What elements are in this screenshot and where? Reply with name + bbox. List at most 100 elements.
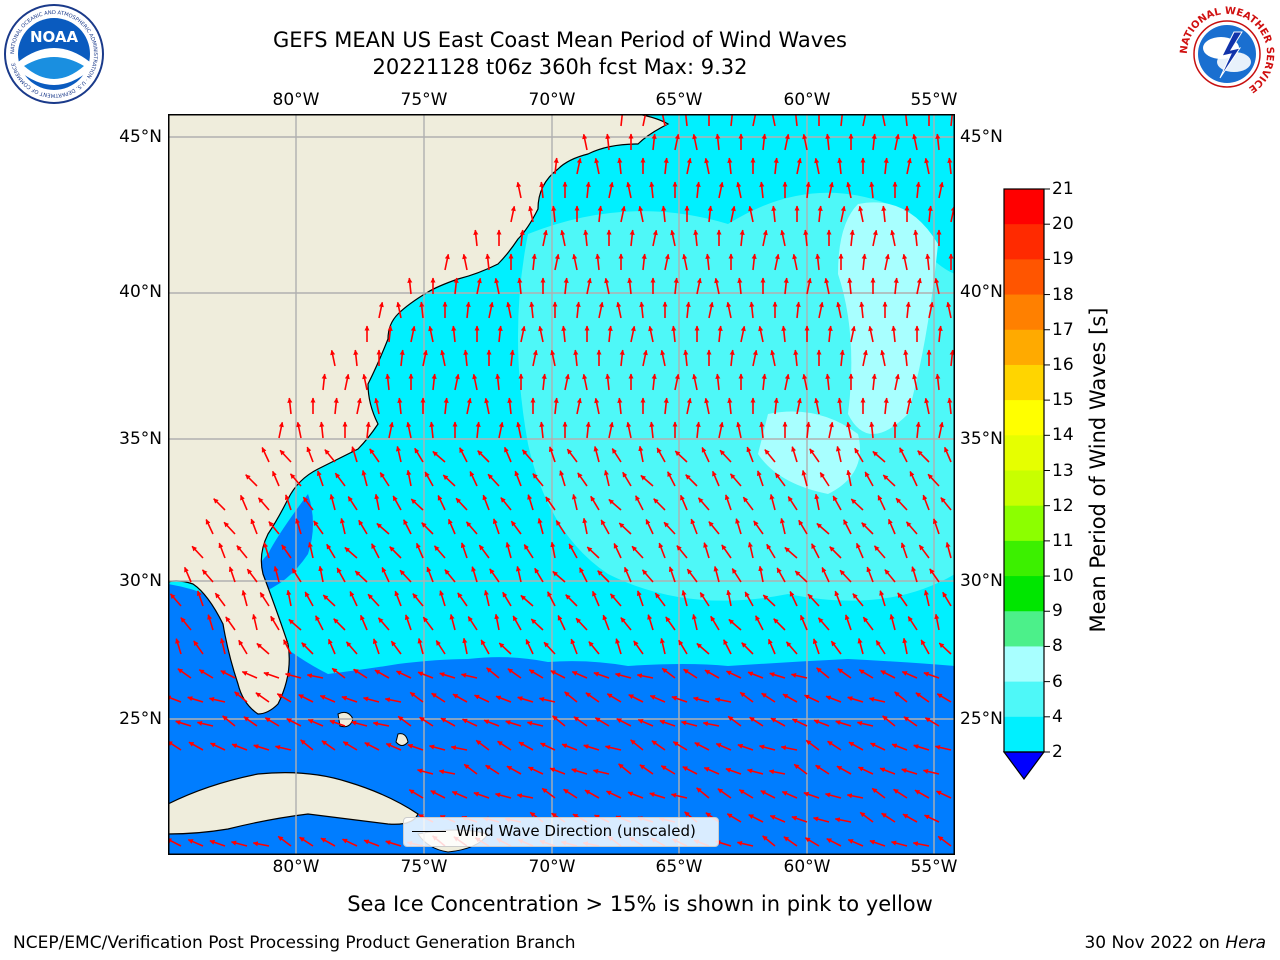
wind-wave-arrow	[793, 763, 808, 775]
colorbar-band	[1004, 329, 1044, 366]
wind-wave-arrow	[394, 590, 402, 607]
wind-wave-arrow	[486, 667, 500, 679]
wind-wave-arrow	[753, 520, 764, 535]
wind-wave-arrow	[846, 181, 852, 199]
wind-wave-arrow	[927, 205, 933, 223]
wind-wave-arrow	[859, 811, 874, 823]
wind-wave-arrow	[356, 397, 362, 415]
wind-wave-arrow	[883, 157, 889, 175]
wind-wave-arrow	[561, 743, 578, 751]
wind-wave-arrow	[713, 566, 720, 583]
wind-wave-arrow	[424, 471, 434, 487]
wind-wave-arrow	[410, 498, 424, 511]
wind-wave-arrow	[660, 349, 666, 367]
wind-wave-arrow	[250, 518, 258, 535]
wind-wave-arrow	[214, 592, 226, 607]
wind-wave-arrow	[495, 792, 512, 799]
wind-wave-arrow	[480, 639, 490, 655]
wind-wave-arrow	[674, 373, 680, 391]
wind-wave-arrow	[306, 446, 314, 463]
wind-wave-arrow	[497, 740, 512, 751]
wind-wave-arrow	[528, 766, 544, 775]
wind-wave-arrow	[717, 788, 732, 799]
wind-wave-arrow	[819, 472, 830, 487]
wind-wave-arrow	[498, 421, 504, 439]
wind-wave-arrow	[942, 591, 952, 607]
wind-wave-arrow	[494, 277, 500, 295]
wind-wave-arrow	[747, 768, 764, 775]
wind-wave-arrow	[236, 545, 248, 559]
wind-wave-arrow	[663, 157, 669, 175]
colorbar-tick-label: 18	[1052, 284, 1074, 305]
wind-wave-arrow	[703, 766, 720, 775]
wind-wave-arrow	[895, 497, 908, 511]
lat-label-left-25n: 25°N	[119, 709, 162, 729]
wind-wave-arrow	[736, 840, 754, 847]
wind-wave-arrow	[783, 277, 789, 295]
wind-wave-arrow	[347, 496, 358, 511]
wind-wave-arrow	[804, 837, 820, 847]
wind-wave-arrow	[608, 498, 622, 511]
wind-wave-arrow	[565, 594, 578, 607]
wind-wave-arrow	[320, 837, 336, 847]
colorbar-label: Mean Period of Wind Waves [s]	[1086, 307, 1110, 633]
wind-wave-arrow	[641, 569, 654, 583]
wind-wave-arrow	[806, 277, 812, 295]
lon-label-bottom-65w: 65°W	[655, 857, 703, 877]
wind-wave-arrow	[397, 397, 403, 415]
wind-wave-arrow	[444, 569, 456, 583]
wind-wave-arrow	[915, 692, 930, 703]
wind-wave-arrow	[903, 349, 909, 367]
wind-wave-arrows	[168, 114, 955, 847]
wind-wave-arrow	[241, 590, 248, 607]
sea-ice-note: Sea Ice Concentration > 15% is shown in …	[347, 892, 933, 916]
wind-wave-arrow	[488, 301, 494, 319]
wind-wave-arrow	[825, 792, 842, 799]
wind-wave-arrow	[747, 541, 754, 559]
wind-wave-arrow	[622, 471, 632, 487]
wind-wave-arrow	[846, 469, 852, 487]
wind-wave-arrow	[916, 277, 922, 295]
wind-wave-arrow	[531, 253, 537, 271]
wind-wave-arrow	[363, 839, 380, 847]
wind-wave-arrow	[827, 325, 833, 343]
wind-wave-arrow	[619, 114, 625, 127]
wind-wave-arrow	[862, 616, 874, 631]
wind-wave-arrow	[465, 521, 478, 535]
wind-wave-arrow	[322, 594, 336, 607]
wind-wave-arrow	[449, 614, 456, 631]
wind-wave-arrow	[281, 544, 292, 559]
wind-wave-arrow	[836, 301, 842, 319]
wind-wave-arrow	[894, 691, 908, 703]
wind-wave-arrow	[627, 277, 633, 295]
wind-wave-arrow	[573, 349, 579, 367]
wind-wave-arrow	[419, 716, 434, 727]
wind-wave-arrow	[563, 788, 578, 799]
wind-wave-arrow	[914, 789, 930, 799]
wind-wave-arrow	[300, 739, 314, 751]
wind-wave-arrow	[327, 638, 336, 655]
wind-wave-arrow	[714, 697, 732, 703]
wind-wave-arrow	[869, 421, 875, 439]
wind-wave-arrow	[809, 448, 820, 463]
colorbar-band	[1004, 189, 1044, 225]
wind-wave-arrow	[824, 277, 830, 295]
wind-wave-arrow	[670, 792, 688, 799]
wind-wave-arrow	[861, 253, 867, 271]
wind-wave-arrow	[239, 494, 248, 511]
wind-wave-arrow	[324, 449, 336, 463]
wind-wave-arrow	[922, 768, 940, 775]
wind-wave-arrow	[532, 473, 544, 487]
wind-wave-arrow	[435, 640, 446, 655]
wind-wave-arrow	[868, 325, 874, 343]
wind-wave-arrow	[466, 397, 472, 415]
wind-wave-arrow	[893, 788, 908, 799]
wind-wave-arrow	[554, 253, 560, 271]
wind-wave-arrow	[837, 397, 843, 415]
wind-wave-arrow	[604, 277, 610, 295]
wind-wave-arrow	[487, 473, 500, 487]
wind-wave-arrow	[934, 613, 940, 631]
wind-wave-arrow	[866, 566, 874, 583]
wind-wave-arrow	[485, 764, 500, 775]
colorbar-band	[1004, 716, 1044, 753]
